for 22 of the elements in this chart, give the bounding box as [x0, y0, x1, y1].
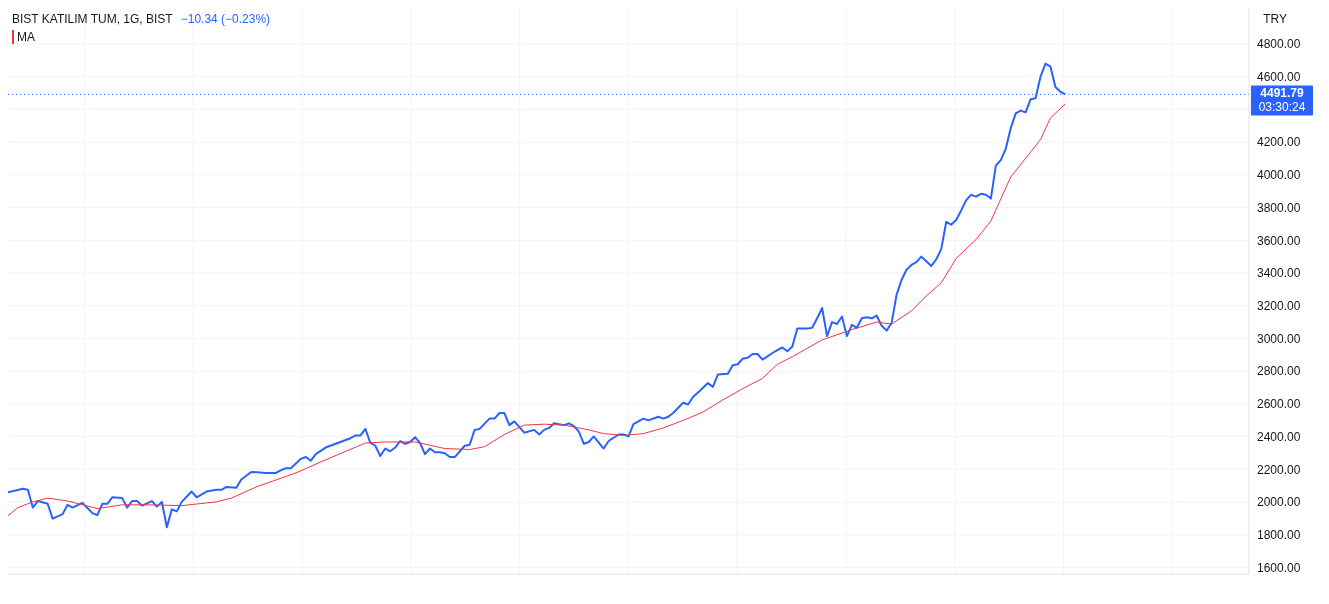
text: 03:30:24	[1258, 100, 1306, 115]
y-tick-label: 1800.00	[1257, 528, 1301, 542]
chart-subtitle: −10.34 (−0.23%)	[180, 12, 271, 26]
y-tick-label: 3000.00	[1257, 331, 1301, 346]
y-tick-label: 2000.00	[1257, 495, 1301, 510]
y-tick-label: 4200.00	[1257, 135, 1301, 150]
y-tick-label: 3800.00	[1257, 200, 1301, 215]
y-tick-label: 4000.00	[1257, 168, 1301, 183]
y-tick-label: 3600.00	[1257, 233, 1301, 248]
y-tick-label: 3400.00	[1257, 266, 1301, 281]
legend-label: MA	[12, 30, 35, 44]
y-tick-label: 4600.00	[1257, 69, 1301, 84]
y-axis-title: TRY	[1263, 12, 1287, 26]
y-tick-label: 4800.00	[1257, 37, 1301, 52]
y-tick-label: 1600.00	[1257, 560, 1301, 575]
y-tick-label: 2800.00	[1257, 364, 1301, 379]
y-tick-label: 3200.00	[1257, 298, 1301, 313]
y-tick-label: 2200.00	[1257, 462, 1301, 477]
y-tick-label: 2400.00	[1257, 429, 1301, 444]
ref-line-label: 4491.79	[1260, 86, 1305, 101]
y-tick-label: 2600.00	[1257, 397, 1301, 412]
chart-title: BIST KATILIM TUM, 1G, BIST	[12, 12, 173, 26]
